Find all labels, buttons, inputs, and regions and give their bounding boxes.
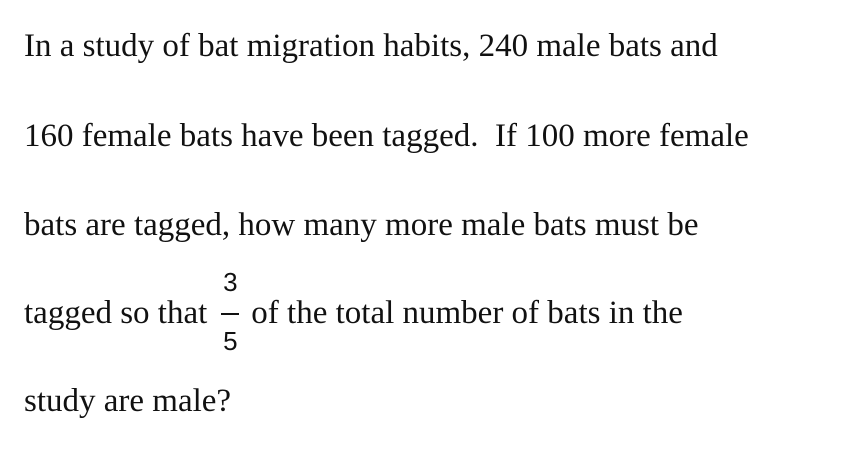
fraction-bar	[221, 313, 240, 315]
problem-line-4: tagged so that 3 5 of the total number of b…	[24, 268, 683, 355]
problem-line-2: 160 female bats have been tagged. If 100…	[24, 118, 749, 154]
problem-line-1: In a study of bat migration habits, 240 …	[24, 28, 718, 64]
problem-line-5: study are male?	[24, 383, 232, 419]
line-4-after-fraction: of the total number of bats in the	[251, 295, 683, 331]
fraction-numerator: 3	[223, 267, 238, 297]
problem-line-3: bats are tagged, how many more male bats…	[24, 207, 699, 243]
line-4-before-fraction: tagged so that	[24, 295, 208, 331]
fraction-denominator: 5	[223, 326, 238, 356]
